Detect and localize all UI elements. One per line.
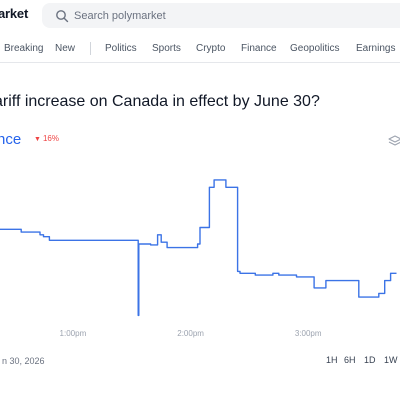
nav-item-earnings[interactable]: Earnings	[356, 43, 396, 54]
price-change: ▼ 16%	[34, 134, 59, 143]
category-nav: Breaking New Politics Sports Crypto Fina…	[0, 38, 400, 60]
nav-item-sports[interactable]: Sports	[152, 43, 181, 54]
nav-item-geopolitics[interactable]: Geopolitics	[290, 43, 340, 54]
chart-x-ticks: 1:00pm 2:00pm 3:00pm	[60, 329, 322, 338]
x-tick-label: 2:00pm	[177, 329, 204, 338]
search-input[interactable]	[74, 6, 394, 25]
series-line-0	[0, 179, 397, 317]
x-tick-label: 1:00pm	[60, 329, 87, 338]
search-icon	[56, 10, 69, 23]
nav-separator	[90, 42, 91, 55]
chart-date-label: n 30, 2026	[2, 356, 45, 366]
nav-item-breaking[interactable]: Breaking	[4, 43, 44, 54]
market-title: ariff increase on Canada in effect by Ju…	[0, 93, 320, 110]
time-range-selector: 1H 6H 1D 1W	[0, 355, 400, 369]
search-box[interactable]	[42, 3, 400, 28]
nav-item-politics[interactable]: Politics	[105, 43, 137, 54]
outcome-label: nce	[0, 131, 22, 148]
x-tick-label: 3:00pm	[295, 329, 322, 338]
range-1d-button[interactable]: 1D	[364, 355, 376, 365]
price-change-value: 16%	[42, 134, 59, 143]
nav-item-crypto[interactable]: Crypto	[196, 43, 226, 54]
chart-lines	[0, 179, 397, 317]
price-chart[interactable]: 1:00pm 2:00pm 3:00pm	[0, 150, 400, 350]
range-6h-button[interactable]: 6H	[344, 355, 356, 365]
nav-item-finance[interactable]: Finance	[241, 43, 277, 54]
nav-divider	[0, 62, 400, 63]
logo[interactable]: arket	[0, 6, 29, 21]
range-1w-button[interactable]: 1W	[384, 355, 398, 365]
top-bar: arket	[0, 0, 400, 32]
layers-icon[interactable]	[388, 134, 400, 148]
down-arrow-icon: ▼	[34, 136, 41, 143]
nav-item-new[interactable]: New	[55, 43, 76, 54]
range-1h-button[interactable]: 1H	[326, 355, 338, 365]
